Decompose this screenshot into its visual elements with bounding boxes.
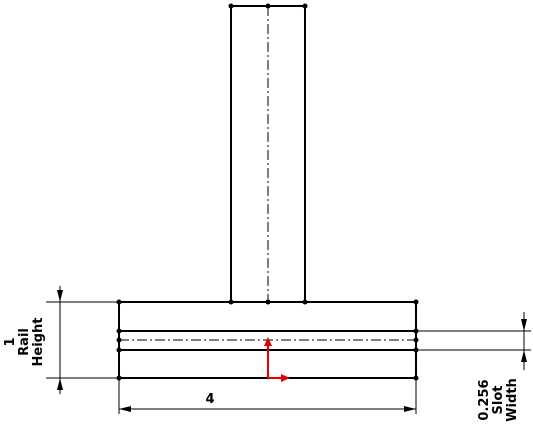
slot-width-arrow-top bbox=[521, 319, 527, 331]
rail-height-arrow-top bbox=[57, 290, 63, 302]
slot-width-label-1: Slot bbox=[491, 386, 506, 415]
vertex-point[interactable] bbox=[228, 299, 234, 305]
vertex-point[interactable] bbox=[265, 299, 271, 305]
vertex-point[interactable] bbox=[302, 3, 308, 9]
vertex-point[interactable] bbox=[116, 347, 122, 353]
vertex-point[interactable] bbox=[413, 337, 419, 343]
rail-height-label-1: Rail bbox=[17, 328, 32, 356]
rail-height-value[interactable]: 1 bbox=[3, 337, 18, 346]
vertex-point[interactable] bbox=[413, 299, 419, 305]
origin-axes-icon[interactable] bbox=[264, 337, 290, 382]
width-arrow-right bbox=[404, 406, 416, 412]
rail-height-arrow-bottom bbox=[57, 378, 63, 390]
vertex-point[interactable] bbox=[413, 347, 419, 353]
vertex-point[interactable] bbox=[413, 375, 419, 381]
vertex-point[interactable] bbox=[302, 299, 308, 305]
width-arrow-left bbox=[119, 406, 131, 412]
slot-width-value[interactable]: 0.256 bbox=[477, 379, 492, 420]
rail-height-label-2: Height bbox=[31, 318, 46, 367]
slot-width-arrow-bottom bbox=[521, 350, 527, 362]
vertex-point[interactable] bbox=[116, 375, 122, 381]
vertex-point[interactable] bbox=[228, 3, 234, 9]
vertex-point[interactable] bbox=[265, 3, 271, 9]
vertex-point[interactable] bbox=[116, 299, 122, 305]
vertex-point[interactable] bbox=[116, 328, 122, 334]
width-value[interactable]: 4 bbox=[205, 392, 214, 407]
slot-width-label-2: Width bbox=[505, 378, 520, 422]
vertex-point[interactable] bbox=[116, 337, 122, 343]
vertex-point[interactable] bbox=[413, 328, 419, 334]
